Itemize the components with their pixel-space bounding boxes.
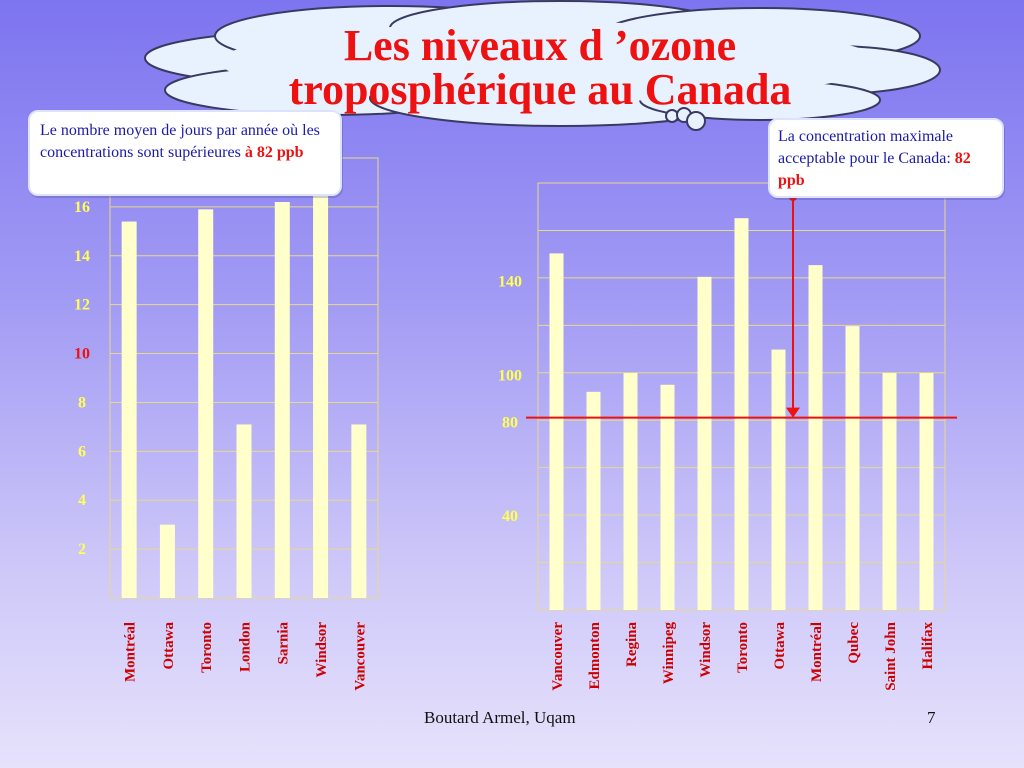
bar-toronto — [734, 218, 749, 610]
threshold-arrow-head — [786, 407, 800, 418]
category-label: Edmonton — [587, 621, 603, 689]
bar-winnipeg — [660, 384, 675, 610]
category-label: Regina — [624, 622, 640, 668]
y-tick-label: 6 — [78, 443, 86, 460]
bar-windsor — [697, 276, 712, 610]
category-label: Montréal — [123, 622, 139, 682]
callout-right-text: La concentration maximale acceptable pou… — [778, 128, 954, 167]
bar-vancouver — [549, 253, 564, 610]
bar-regina — [623, 373, 638, 610]
category-label: Montréal — [809, 622, 825, 682]
category-label: London — [237, 621, 253, 672]
callout-left-text: Le nombre moyen de jours par année où le… — [40, 122, 320, 161]
bar-edmonton — [586, 391, 601, 610]
y-tick-label: 8 — [78, 394, 86, 411]
footer-author: Boutard Armel, Uqam — [424, 708, 576, 727]
y-tick-label: 4 — [78, 492, 86, 509]
callout-right: La concentration maximale acceptable pou… — [768, 118, 1004, 198]
category-label: Halifax — [920, 622, 936, 670]
y-tick-label: 16 — [74, 199, 90, 216]
category-label: Ottawa — [772, 622, 788, 670]
bar-ottawa — [159, 524, 175, 598]
y-tick-label: 100 — [498, 367, 522, 384]
callout-left-highlight: à 82 ppb — [244, 144, 304, 161]
y-tick-label: 40 — [502, 508, 518, 525]
category-label: Toronto — [735, 622, 751, 673]
bar-ottawa — [771, 349, 786, 610]
category-label: Ottawa — [161, 622, 177, 670]
page-number: 7 — [927, 708, 936, 727]
title-cloud — [144, 0, 941, 131]
bar-london — [236, 424, 252, 598]
y-tick-label: 2 — [78, 541, 86, 558]
category-label: Toronto — [199, 622, 215, 673]
callout-right-highlight: 82 ppb — [778, 150, 971, 189]
bar-qubec — [845, 326, 860, 610]
callout-left: Le nombre moyen de jours par année où le… — [28, 110, 342, 196]
category-label: Windsor — [314, 622, 330, 678]
bar-montréal — [121, 221, 137, 599]
bar-halifax — [919, 373, 934, 610]
slide-title-line1: Les niveaux d ’ozone — [343, 21, 737, 70]
category-label: Vancouver — [550, 622, 566, 691]
y-tick-label: 10 — [74, 346, 90, 363]
y-tick-label: 14 — [74, 248, 90, 265]
category-label: Saint John — [883, 621, 899, 690]
slide-title-line2: troposphérique au Canada — [288, 65, 792, 114]
bar-windsor — [313, 182, 329, 598]
thought-dot — [686, 111, 706, 131]
category-label: Qubec — [846, 622, 862, 664]
category-label: Winnipeg — [661, 622, 677, 685]
category-label: Windsor — [698, 622, 714, 678]
bar-toronto — [198, 209, 214, 599]
category-label: Vancouver — [352, 622, 368, 691]
bar-sarnia — [274, 202, 290, 598]
y-tick-label: 12 — [74, 297, 90, 314]
bar-montréal — [808, 265, 823, 610]
bar-saint-john — [882, 373, 897, 610]
bar-vancouver — [351, 424, 367, 598]
category-label: Sarnia — [276, 622, 292, 665]
y-tick-label: 140 — [498, 274, 522, 291]
y-tick-label: 80 — [502, 414, 518, 431]
